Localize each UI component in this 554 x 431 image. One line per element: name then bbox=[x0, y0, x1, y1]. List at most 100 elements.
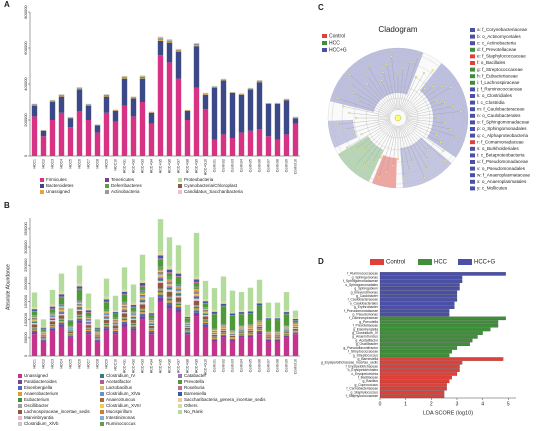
clade-swatch bbox=[470, 67, 475, 72]
bar-segment bbox=[157, 38, 164, 39]
bar-segment bbox=[274, 340, 281, 342]
clade-label: x: o_Anaeroplasmatales bbox=[477, 179, 527, 184]
clade-node bbox=[408, 61, 411, 64]
y-tick-label: g_Sphingomonas bbox=[352, 275, 379, 279]
y-tick-label: f_Carnobacteriaceae bbox=[346, 387, 378, 391]
bar-segment bbox=[202, 321, 209, 323]
legend-label: Tenericutes bbox=[111, 177, 135, 182]
panel-label: D bbox=[318, 257, 324, 266]
bar-segment bbox=[58, 308, 65, 309]
bar-segment bbox=[130, 116, 137, 156]
clade-node bbox=[365, 74, 368, 77]
bar-segment bbox=[256, 82, 263, 129]
x-tick-label: HCC+G7 bbox=[176, 159, 180, 173]
clade-branch bbox=[405, 111, 461, 118]
bar-segment bbox=[103, 326, 110, 329]
bar-segment bbox=[184, 325, 191, 326]
legend-swatch bbox=[322, 34, 327, 38]
bar-segment bbox=[166, 282, 173, 285]
legend-swatch bbox=[18, 374, 22, 378]
bar-segment bbox=[121, 294, 128, 302]
bar-segment bbox=[112, 322, 119, 324]
bar-segment bbox=[265, 320, 272, 331]
x-tick-label: HCC+G9 bbox=[194, 159, 198, 173]
x-tick-label: HCC+G3 bbox=[140, 359, 144, 373]
bar-segment bbox=[58, 307, 65, 309]
bar-segment bbox=[166, 300, 173, 303]
bar-segment bbox=[175, 50, 182, 52]
bar-segment bbox=[67, 333, 74, 335]
bar-segment bbox=[265, 338, 272, 340]
bar-segment bbox=[121, 312, 128, 313]
x-tick-label: HCC2 bbox=[41, 159, 45, 169]
x-tick-label: Control5 bbox=[248, 159, 252, 172]
bar bbox=[379, 353, 450, 358]
bar-segment bbox=[31, 330, 38, 333]
bar-segment bbox=[148, 330, 155, 333]
bar-segment bbox=[229, 338, 236, 340]
bar-segment bbox=[274, 336, 281, 338]
legend-swatch bbox=[105, 184, 109, 188]
bar-segment bbox=[292, 328, 299, 331]
clade-swatch bbox=[470, 41, 475, 46]
legend-label: Roseburia bbox=[184, 385, 205, 390]
bar-segment bbox=[103, 313, 110, 315]
bar-segment bbox=[121, 302, 128, 304]
bar-segment bbox=[229, 330, 236, 332]
clade-node bbox=[426, 158, 429, 161]
bar-segment bbox=[139, 299, 146, 301]
bar-segment bbox=[148, 313, 155, 315]
legend-label: Intestinimonas bbox=[106, 415, 136, 420]
bar-segment bbox=[94, 340, 101, 342]
bar-segment bbox=[40, 339, 47, 341]
x-tick-label: HCC3 bbox=[50, 359, 54, 369]
bar-segment bbox=[202, 313, 209, 314]
x-tick-label: HCC8 bbox=[95, 159, 99, 169]
clade-swatch bbox=[470, 179, 475, 184]
clade-swatch bbox=[470, 146, 475, 151]
bar-segment bbox=[121, 291, 128, 294]
bar bbox=[379, 368, 460, 372]
bar-segment bbox=[238, 94, 245, 95]
bar-segment bbox=[256, 305, 263, 321]
bar-segment bbox=[148, 123, 155, 156]
x-tick-label: Control4 bbox=[239, 159, 243, 172]
clade-label: p: o_Sphingomonadales bbox=[477, 126, 527, 131]
bar-segment bbox=[67, 331, 74, 334]
bar-segment bbox=[157, 254, 164, 256]
bar-segment bbox=[175, 276, 182, 277]
bar-segment bbox=[31, 315, 38, 317]
bar-segment bbox=[58, 296, 65, 298]
clade-node bbox=[350, 82, 353, 85]
bar-segment bbox=[103, 318, 110, 320]
y-tick-label: g_Prevotella bbox=[359, 320, 378, 324]
clade-swatch bbox=[470, 160, 475, 164]
clade-branch bbox=[403, 86, 434, 113]
bar-segment bbox=[265, 339, 272, 341]
bar-segment bbox=[157, 255, 164, 259]
legend-label: Acetatifactor bbox=[106, 379, 132, 384]
bar-segment bbox=[220, 306, 227, 325]
bar-segment bbox=[157, 258, 164, 260]
bar-segment bbox=[103, 278, 110, 297]
bar-segment bbox=[76, 302, 83, 304]
legend-label: Bacteroidetes bbox=[46, 183, 74, 188]
clade-swatch bbox=[470, 133, 475, 138]
bar-segment bbox=[256, 303, 263, 306]
bar bbox=[379, 361, 463, 365]
bar-segment bbox=[283, 292, 290, 311]
bar-segment bbox=[112, 334, 119, 356]
bar-segment bbox=[238, 337, 245, 356]
clade-branch bbox=[378, 125, 396, 178]
y-tick-label: g_Brevundimonas bbox=[351, 290, 379, 294]
x-tick-label: HCC+G3 bbox=[140, 159, 144, 173]
bar-segment bbox=[76, 286, 83, 289]
bar-segment bbox=[220, 276, 227, 302]
x-tick-label: Control10 bbox=[293, 359, 297, 374]
bar-segment bbox=[247, 327, 254, 329]
clade-branch bbox=[355, 122, 392, 149]
bar-segment bbox=[256, 129, 263, 156]
bar-segment bbox=[220, 334, 227, 336]
bar-segment bbox=[175, 293, 182, 296]
bar-segment bbox=[58, 291, 65, 294]
